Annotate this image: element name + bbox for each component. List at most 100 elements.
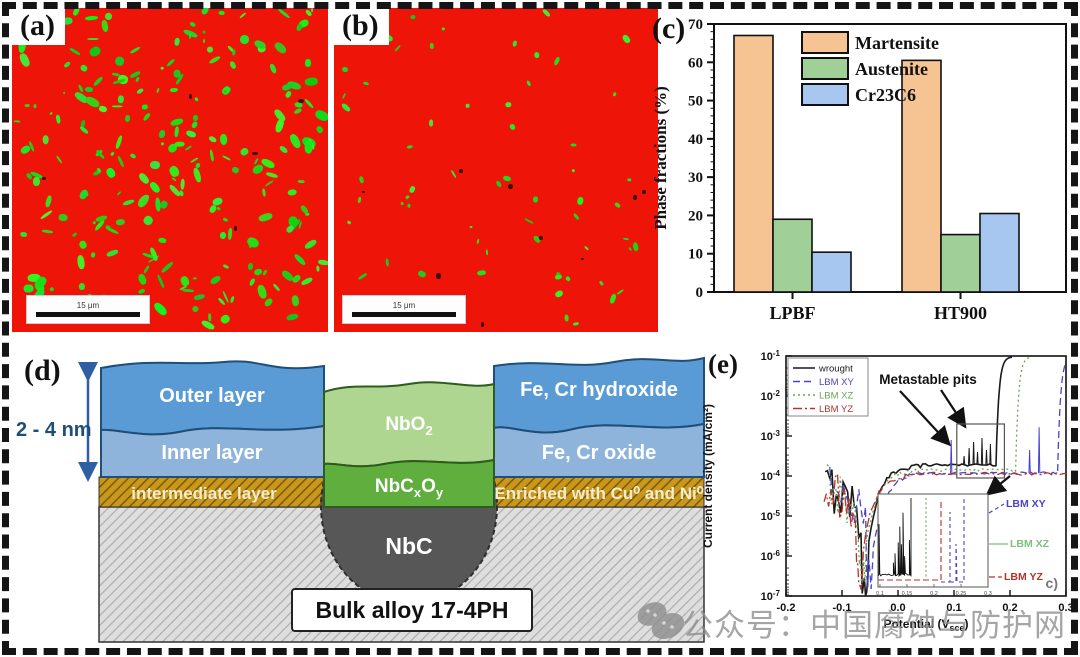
austenite-speckle (258, 211, 273, 223)
scale-bar-a: 15 μm (26, 295, 150, 324)
inset-xy-line (941, 499, 965, 583)
austenite-speckle (180, 178, 186, 190)
y-tick-label: 40 (688, 132, 703, 148)
austenite-speckle (505, 101, 512, 108)
austenite-speckle (608, 293, 618, 305)
austenite-speckle (24, 103, 30, 107)
austenite-speckle (216, 206, 222, 212)
scale-bar-text: 15 μm (392, 301, 416, 310)
austenite-speckle (48, 111, 53, 116)
x-tick-label: 0.2 (1002, 602, 1017, 614)
austenite-speckle (268, 63, 277, 75)
austenite-speckle (230, 166, 240, 175)
austenite-speckle (394, 44, 402, 52)
austenite-speckle (293, 107, 303, 115)
austenite-speckle (358, 175, 365, 184)
inset-leader-LBM XY (988, 503, 1005, 514)
inset-x-tick-label: 0.15 (902, 591, 913, 597)
austenite-speckle (76, 254, 86, 270)
y-tick-label: 20 (688, 208, 703, 224)
y-tick-label: 60 (688, 55, 703, 71)
y-axis-label: Phase fractions (%) (651, 86, 670, 230)
hydroxide-label: Fe, Cr hydroxide (520, 379, 678, 401)
austenite-speckle (193, 294, 206, 302)
oxide-label: Fe, Cr oxide (542, 442, 656, 464)
austenite-speckle (303, 237, 318, 250)
ebsd-phase-map-a: (a) 15 μm (12, 8, 328, 332)
austenite-speckle (129, 152, 137, 160)
austenite-speckle (41, 229, 53, 234)
austenite-speckle (173, 37, 181, 46)
inset-x-tick-label: 0.2 (930, 591, 938, 597)
austenite-speckle (502, 175, 512, 183)
austenite-speckle (160, 260, 175, 274)
enriched-label: Enriched with Cu⁰ and Ni⁰ (494, 484, 703, 503)
inset-x-tick-label: 0.3 (984, 591, 992, 597)
austenite-speckle (166, 57, 176, 67)
inset-label-LBM XY: LBM XY (1006, 498, 1046, 510)
austenite-speckle (341, 92, 347, 99)
nbo2-label: NbO2 (385, 414, 432, 438)
austenite-speckle (33, 104, 37, 109)
austenite-speckle (247, 262, 253, 271)
austenite-speckle (158, 129, 167, 139)
austenite-speckle (142, 264, 151, 274)
zoom-arrow (985, 475, 1011, 496)
dark-speck (632, 195, 638, 201)
legend-label-Austenite: Austenite (855, 59, 928, 79)
austenite-speckle (219, 134, 228, 146)
austenite-speckle (104, 226, 120, 236)
austenite-speckle (137, 273, 148, 286)
scale-bar-line (352, 312, 456, 317)
watermark-logo (637, 602, 685, 640)
polarization-plot: 10-110-210-310-410-510-610-7-0.2 -0.1 0.0 0… (701, 349, 1074, 633)
dark-speck (42, 177, 46, 181)
dark-speck (252, 152, 259, 155)
austenite-speckle (117, 155, 125, 167)
austenite-speckle (300, 276, 314, 287)
oxide-box (493, 422, 705, 478)
austenite-speckle (297, 179, 305, 183)
austenite-speckle (252, 267, 263, 277)
austenite-speckle (616, 289, 625, 296)
austenite-speckle (576, 196, 585, 207)
austenite-speckle (42, 135, 49, 145)
austenite-speckle (222, 264, 229, 270)
austenite-speckle (583, 246, 589, 251)
dark-speck (641, 190, 647, 195)
inset-yz-line (878, 500, 942, 581)
austenite-speckle (524, 217, 534, 225)
austenite-speckle (441, 26, 446, 31)
austenite-speckle (533, 195, 539, 202)
austenite-speckle (476, 238, 480, 245)
y-tick-label: 10-4 (761, 469, 781, 483)
austenite-speckle (152, 300, 169, 318)
austenite-speckle (273, 40, 289, 55)
austenite-speckle (278, 144, 289, 155)
austenite-speckle (295, 23, 303, 32)
austenite-speckle (202, 38, 206, 44)
curve-LBM XY (829, 361, 1066, 589)
y-tick-label: 30 (688, 170, 703, 186)
austenite-speckle (385, 257, 390, 267)
bar-Cr23C6-HT900 (979, 212, 1020, 293)
curve-LBM YZ (823, 471, 1066, 590)
panel-label-a: (a) (12, 8, 65, 45)
y-tick-label: 10-3 (761, 429, 781, 443)
legend-label-Cr23C6: Cr23C6 (855, 85, 916, 105)
austenite-speckle (400, 201, 404, 205)
austenite-speckle (405, 194, 411, 200)
x-category-label: LPBF (769, 303, 815, 323)
bar-Martensite-HT900 (901, 59, 942, 293)
austenite-speckle (137, 171, 151, 186)
austenite-speckle (142, 213, 155, 227)
austenite-speckle (627, 178, 632, 182)
austenite-speckle (117, 95, 125, 104)
austenite-speckle (112, 105, 123, 108)
dark-speck (459, 168, 464, 174)
bar-Cr23C6-LPBF (811, 251, 852, 293)
austenite-speckle (317, 259, 328, 267)
austenite-speckle (315, 265, 320, 272)
austenite-speckle (19, 230, 28, 238)
austenite-speckle (209, 149, 215, 162)
